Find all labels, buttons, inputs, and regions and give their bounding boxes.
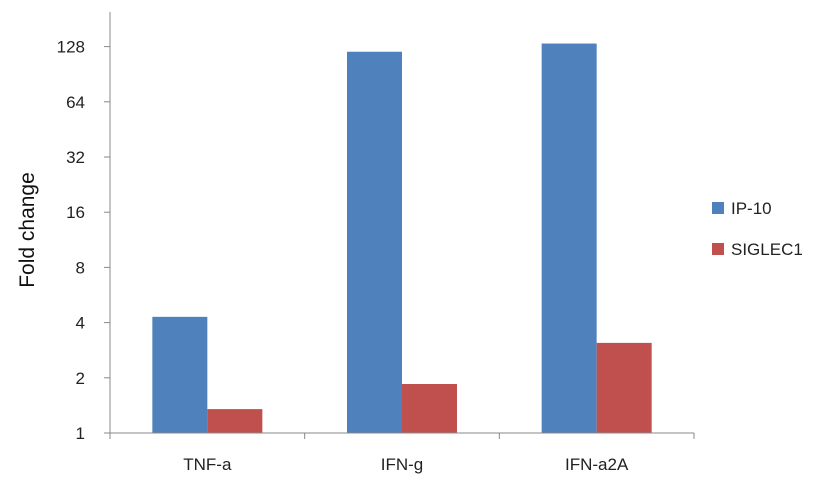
bar-ip-10-ifn-g [347,51,402,434]
y-tick-label: 128 [57,38,85,57]
y-tick-label: 32 [66,148,85,167]
bar-siglec1-ifn-g [402,384,457,433]
legend-swatch-siglec1 [712,243,724,255]
x-axis-tick-labels: TNF-a IFN-g IFN-a2A [109,433,695,474]
bar-siglec1-tnf-a [207,409,263,433]
y-tick-label: 16 [66,203,85,222]
x-tick-label: IFN-g [381,455,424,474]
y-tick-label: 4 [76,314,85,333]
legend-label-siglec1: SIGLEC1 [731,240,803,259]
legend-label-ip-10: IP-10 [731,199,772,218]
bars [152,43,652,434]
y-axis-ticks: 1 2 4 8 16 32 64 128 [57,38,110,443]
x-tick-label: IFN-a2A [565,455,629,474]
bar-siglec1-ifn-a2a [596,342,652,433]
y-tick-label: 1 [76,424,85,443]
y-tick-label: 64 [66,93,85,112]
axes [109,12,694,434]
legend: IP-10 SIGLEC1 [712,199,803,259]
bar-ip-10-ifn-a2a [541,43,597,434]
bar-ip-10-tnf-a [152,316,208,433]
y-tick-label: 2 [76,369,85,388]
legend-swatch-ip-10 [712,202,724,214]
y-tick-label: 8 [76,258,85,277]
y-axis-title: Fold change [16,172,39,288]
x-tick-label: TNF-a [183,455,232,474]
